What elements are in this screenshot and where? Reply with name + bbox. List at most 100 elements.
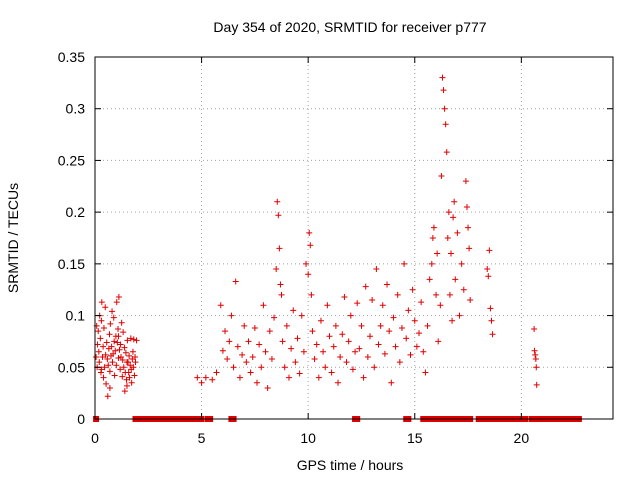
data-point [115,354,122,361]
data-point [112,347,119,354]
data-point [133,337,140,344]
data-point [102,351,109,358]
data-point [281,364,288,371]
data-point [103,339,110,346]
data-point [288,345,295,352]
data-point [294,335,301,342]
data-point [119,357,126,364]
y-tick-label: 0.2 [66,204,86,220]
data-point [345,338,352,345]
data-point [94,341,101,348]
x-tick-label: 5 [198,430,206,446]
data-point [434,250,441,257]
data-point [390,314,397,321]
data-point [381,350,388,357]
data-point [111,372,118,379]
data-point [106,384,113,391]
data-point [533,381,540,388]
data-point [117,366,124,373]
data-point [308,291,315,298]
data-point [202,374,209,381]
data-point [337,353,344,360]
data-point [118,353,125,360]
data-point [384,281,391,288]
data-point [531,347,538,354]
data-point [256,341,263,348]
data-point [428,260,435,267]
data-point [254,379,261,386]
data-point [531,326,538,333]
data-point [441,105,448,112]
data-point [127,335,134,342]
data-point [454,229,461,236]
data-point [251,324,258,331]
data-point [104,356,111,363]
data-point [465,224,472,231]
data-point [109,359,116,366]
axis-ticks: 0 0.05 0.1 0.15 0.2 0.25 0.3 0.35 0 5 10 15 20 [58,49,613,446]
data-point [224,356,231,363]
data-point [120,364,127,371]
data-point [228,312,235,319]
data-point [315,374,322,381]
data-point [449,317,456,324]
data-point [486,247,493,254]
data-point [349,366,356,373]
data-point [456,312,463,319]
data-point [213,369,220,376]
data-point [232,278,239,285]
data-point [416,330,423,337]
data-point [401,260,408,267]
data-point [303,260,310,267]
data-point [306,229,313,236]
data-point [440,87,447,94]
data-point [466,245,473,252]
data-point [488,317,495,324]
data-point [411,317,418,324]
data-point [451,198,458,205]
data-point [398,324,405,331]
data-point [311,356,318,363]
data-point [115,333,122,340]
data-point [98,317,105,324]
y-tick-label: 0.35 [58,49,85,65]
data-point [352,348,359,355]
grid-lines [95,57,613,419]
data-point [115,326,122,333]
data-point [317,317,324,324]
data-series [93,74,540,400]
data-point [386,328,393,335]
data-point [446,291,453,298]
data-point [283,322,290,329]
data-point [277,281,284,288]
data-point [222,328,229,335]
data-point [320,348,327,355]
data-point [396,359,403,366]
data-point [335,379,342,386]
data-point [234,343,241,350]
data-point [108,343,115,350]
data-point [358,322,365,329]
plot-frame [94,56,614,420]
data-point [532,356,539,363]
data-point [420,348,427,355]
data-point [99,353,106,360]
data-point [126,374,133,381]
data-point [110,350,117,357]
data-point [122,349,129,356]
data-point [113,299,120,306]
data-point [426,276,433,283]
data-point [437,302,444,309]
data-point [392,343,399,350]
data-point [300,348,307,355]
data-point [413,343,420,350]
data-point [354,300,361,307]
data-point [132,353,139,360]
data-point [274,198,281,205]
data-point [371,364,378,371]
data-point [452,276,459,283]
data-point [118,319,125,326]
y-tick-label: 0.3 [66,101,86,117]
data-point [100,324,107,331]
data-point [298,312,305,319]
